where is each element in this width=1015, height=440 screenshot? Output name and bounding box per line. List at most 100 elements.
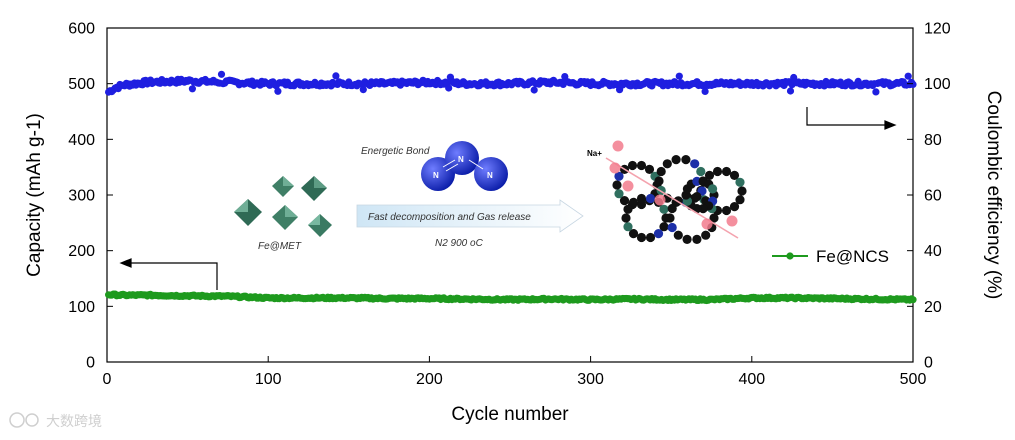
sodium-ion (726, 215, 738, 227)
sodium-ion (622, 180, 634, 192)
atom-label: N (487, 171, 493, 180)
framework-atom (735, 195, 745, 205)
framework-atom (696, 166, 706, 177)
efficiency-point (188, 85, 196, 93)
x-tick-label: 400 (738, 371, 765, 388)
framework-atom (721, 205, 732, 216)
x-tick-label: 500 (900, 371, 927, 388)
efficiency-point (786, 87, 795, 95)
legend-marker-capacity (786, 252, 794, 260)
process-arrow (356, 199, 584, 233)
capacity-point (909, 296, 917, 304)
efficiency-point (701, 87, 709, 95)
framework-atom (665, 213, 675, 223)
x-axis-title: Cycle number (451, 404, 569, 425)
framework-atom (628, 229, 639, 239)
x-tick-label: 200 (416, 371, 443, 388)
y-right-tick-label: 40 (924, 243, 942, 260)
atom-label: N (433, 171, 439, 180)
framework-atom (673, 230, 683, 240)
efficiency-point (909, 80, 917, 88)
efficiency-point (217, 70, 226, 78)
watermark-text: 大数跨境 (46, 413, 102, 429)
y-left-tick-label: 600 (68, 21, 95, 38)
efficiency-points (105, 70, 917, 96)
n3-molecule-illustration: N N N (421, 141, 508, 191)
x-tick-label: 100 (255, 371, 282, 388)
framework-atom (712, 166, 723, 177)
framework-atom (636, 232, 647, 243)
efficiency-point (445, 84, 453, 92)
carbon-framework-illustration (605, 140, 747, 244)
energetic-bond-label: Energetic Bond (361, 146, 430, 157)
fe-met-octahedra-illustration (234, 176, 332, 237)
framework-atom (704, 170, 715, 180)
efficiency-point (675, 72, 683, 80)
sodium-ion (701, 218, 713, 230)
y-right-tick-label: 20 (924, 299, 942, 316)
framework-atom (690, 159, 700, 169)
y-left-axis-title: Capacity (mAh g-1) (24, 113, 45, 277)
framework-atom (659, 204, 669, 214)
efficiency-point (872, 88, 880, 96)
framework-atom (729, 202, 740, 212)
y-left-tick-label: 400 (68, 132, 95, 149)
sodium-ion (612, 140, 624, 152)
right-axis-indicator-arrow (806, 107, 897, 130)
sodium-ion (609, 162, 621, 174)
framework-atom (645, 193, 656, 204)
capacity-points (105, 290, 917, 305)
framework-atom (681, 155, 691, 165)
y-right-tick-label: 0 (924, 355, 933, 372)
watermark-logo-icon (9, 412, 25, 428)
framework-atom (645, 232, 656, 243)
sodium-ion-label: Na+ (587, 149, 602, 158)
framework-atom (682, 234, 692, 244)
framework-atom (623, 204, 633, 214)
y-left-tick-labels: 0 100 200 300 400 500 600 (68, 21, 95, 372)
process-arrow-text: Fast decomposition and Gas release (368, 212, 531, 223)
y-right-tick-label: 100 (924, 76, 951, 93)
framework-atom (729, 170, 740, 180)
framework-atom (709, 213, 719, 223)
efficiency-point (332, 72, 340, 80)
framework-atom (721, 166, 732, 177)
atom-label: N (458, 155, 464, 164)
framework-atom (662, 159, 672, 169)
efficiency-point (530, 86, 538, 94)
x-tick-labels: 0 100 200 300 400 500 (103, 371, 927, 388)
legend-label-capacity: Fe@NCS (816, 247, 889, 266)
framework-atom (656, 166, 666, 177)
framework-atom (636, 193, 647, 204)
efficiency-point (359, 86, 367, 94)
framework-atom (627, 160, 638, 171)
framework-atom (667, 203, 677, 214)
fe-met-label: Fe@MET (258, 241, 302, 252)
framework-atom (628, 197, 639, 207)
axis-ticks (106, 27, 914, 363)
y-right-tick-labels: 0 20 40 60 80 100 120 (924, 21, 951, 372)
framework-atom (667, 222, 677, 233)
efficiency-point (274, 87, 282, 95)
y-right-tick-label: 60 (924, 188, 942, 205)
framework-atom (654, 176, 664, 186)
y-right-tick-label: 120 (924, 21, 951, 38)
framework-atom (636, 160, 647, 171)
sodium-ion (654, 194, 666, 206)
framework-atom (619, 196, 630, 206)
y-left-tick-label: 200 (68, 243, 95, 260)
y-left-tick-label: 0 (86, 355, 95, 372)
watermark: 大数跨境 (9, 412, 102, 429)
y-left-tick-label: 500 (68, 76, 95, 93)
y-right-axis-title: Coulombic efficiency (%) (983, 91, 1004, 300)
framework-atom (737, 186, 747, 196)
y-left-tick-label: 300 (68, 188, 95, 205)
sodium-path (605, 157, 739, 239)
framework-atom (653, 229, 664, 239)
x-tick-label: 0 (103, 371, 112, 388)
framework-atom (621, 213, 631, 223)
framework-atom (644, 164, 655, 174)
legend: Fe@NCS (772, 247, 889, 266)
framework-atom (735, 177, 745, 187)
